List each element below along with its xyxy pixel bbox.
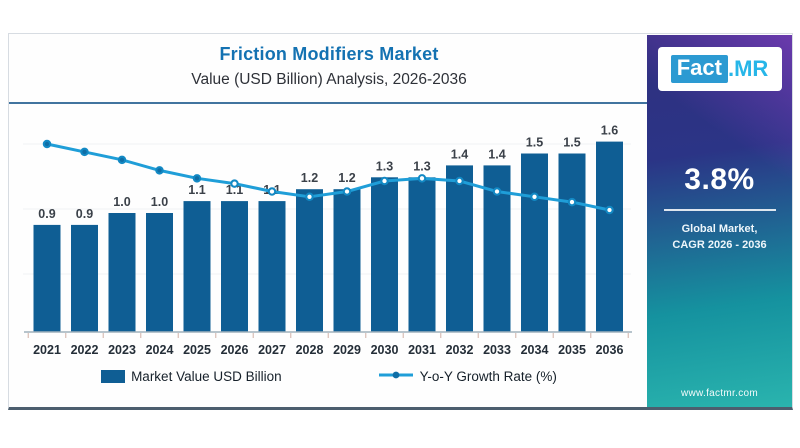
svg-text:2024: 2024	[146, 343, 174, 357]
svg-text:2033: 2033	[483, 343, 511, 357]
legend-item-market-value: Market Value USD Billion	[101, 369, 282, 384]
bar-line-chart: 0.90.91.01.01.11.11.11.21.21.31.31.41.41…	[23, 124, 632, 357]
legend-label-market-value: Market Value USD Billion	[131, 369, 282, 384]
page-subtitle: Value (USD Billion) Analysis, 2026-2036	[191, 71, 467, 88]
logo-mr-text: .MR	[727, 56, 769, 81]
svg-text:0.9: 0.9	[76, 207, 93, 221]
cagr-caption-line1: Global Market,	[681, 223, 758, 235]
cagr-caption: Global Market, CAGR 2026 - 2036	[647, 222, 792, 254]
factmr-logo: Fact .MR	[657, 47, 782, 91]
svg-text:1.5: 1.5	[526, 136, 543, 150]
svg-text:2027: 2027	[258, 343, 286, 357]
chart-legend: Market Value USD Billion Y-o-Y Growth Ra…	[9, 369, 649, 384]
svg-text:1.6: 1.6	[601, 124, 618, 138]
svg-text:1.1: 1.1	[188, 183, 205, 197]
svg-text:2028: 2028	[296, 343, 324, 357]
svg-text:2031: 2031	[408, 343, 436, 357]
website-url: www.factmr.com	[681, 388, 758, 399]
svg-text:1.0: 1.0	[151, 195, 168, 209]
line-series-swatch	[378, 369, 414, 384]
cagr-value: 3.8%	[684, 163, 755, 196]
legend-label-growth-rate: Y-o-Y Growth Rate (%)	[419, 369, 557, 384]
svg-text:1.4: 1.4	[451, 147, 468, 161]
chart-header: Friction Modifiers Market Value (USD Bil…	[9, 34, 649, 104]
svg-text:1.1: 1.1	[226, 183, 243, 197]
svg-text:2022: 2022	[71, 343, 99, 357]
svg-text:1.4: 1.4	[488, 147, 505, 161]
infographic-card: Friction Modifiers Market Value (USD Bil…	[8, 33, 793, 410]
svg-text:2023: 2023	[108, 343, 136, 357]
svg-text:1.2: 1.2	[338, 171, 355, 185]
logo-fact-text: Fact	[670, 55, 728, 83]
bar-series-swatch	[101, 370, 126, 383]
svg-text:2026: 2026	[221, 343, 249, 357]
svg-text:2036: 2036	[596, 343, 624, 357]
svg-text:2035: 2035	[558, 343, 586, 357]
stat-divider	[663, 209, 776, 211]
svg-text:2032: 2032	[446, 343, 474, 357]
svg-text:2030: 2030	[371, 343, 399, 357]
svg-text:0.9: 0.9	[38, 207, 55, 221]
svg-text:2034: 2034	[521, 343, 549, 357]
svg-text:1.2: 1.2	[301, 171, 318, 185]
legend-item-growth-rate: Y-o-Y Growth Rate (%)	[378, 369, 557, 384]
page-title: Friction Modifiers Market	[219, 44, 439, 64]
chart-area: 0.90.91.01.01.11.11.11.21.21.31.31.41.41…	[9, 104, 649, 367]
svg-text:1.3: 1.3	[376, 159, 393, 173]
svg-text:1.0: 1.0	[113, 195, 130, 209]
svg-text:2021: 2021	[33, 343, 61, 357]
title-divider	[9, 102, 649, 104]
brand-panel: Fact .MR 3.8% Global Market, CAGR 2026 - …	[647, 35, 792, 407]
cagr-caption-line2: CAGR 2026 - 2036	[672, 238, 767, 251]
svg-text:2025: 2025	[183, 343, 211, 357]
svg-text:1.5: 1.5	[563, 136, 580, 150]
svg-text:2029: 2029	[333, 343, 361, 357]
chart-section: Friction Modifiers Market Value (USD Bil…	[9, 34, 649, 407]
svg-text:1.3: 1.3	[413, 159, 430, 173]
